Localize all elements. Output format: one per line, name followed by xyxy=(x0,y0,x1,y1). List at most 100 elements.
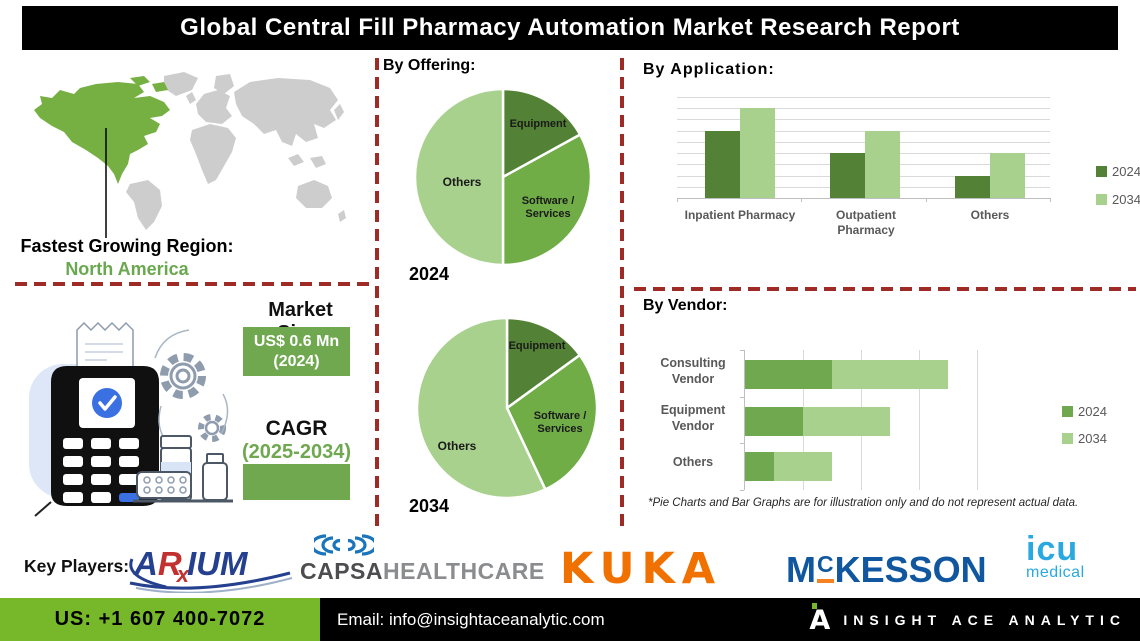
vendor-bar-chart xyxy=(740,350,978,491)
logo-arxium: ARxIUM xyxy=(126,543,296,593)
bar-inpatient-pharmacy-2024 xyxy=(705,130,740,198)
pie-slice-others xyxy=(415,316,547,500)
pie-label-equipment: Equipment xyxy=(509,118,567,130)
axis-tick xyxy=(677,198,678,202)
pie-label-others: Others xyxy=(437,439,477,453)
pie-2024-caption: 2024 xyxy=(409,264,450,284)
pie-slice-others xyxy=(413,87,505,267)
x-axis xyxy=(677,198,1050,199)
axis-tick xyxy=(740,350,744,351)
pharmacy-automation-illustration xyxy=(29,321,233,517)
bar-consulting-vendor-2034 xyxy=(832,360,948,389)
icu-medical-text: medical xyxy=(1026,564,1085,581)
bar-equipment-vendor-2024 xyxy=(745,407,803,436)
gridline xyxy=(977,350,978,490)
legend-swatch-2024 xyxy=(1062,406,1073,417)
legend-label-2034: 2034 xyxy=(1112,192,1140,207)
pie-2034-caption: 2034 xyxy=(409,496,450,516)
fastest-region-caption: Fastest Growing Region: North America xyxy=(12,236,242,280)
pie-label-equipment: Equipment xyxy=(508,340,566,352)
pie-2024-svg xyxy=(413,87,593,267)
gridline xyxy=(919,350,920,490)
insight-ace-brand-name: INSIGHT ACE ANALYTIC xyxy=(843,611,1126,628)
logo-kuka: KUKA xyxy=(560,544,723,594)
legend-swatch-2034 xyxy=(1096,194,1107,205)
gridline xyxy=(677,130,1050,132)
mckesson-rest: KESSON xyxy=(834,549,987,590)
section-title-offering: By Offering: xyxy=(383,57,476,74)
arxium-x: x xyxy=(176,562,189,587)
application-category-inpatient: Inpatient Pharmacy xyxy=(684,208,796,222)
map-north-america-highlight xyxy=(34,76,170,184)
bar-inpatient-pharmacy-2034 xyxy=(740,108,775,198)
legend-swatch-2024 xyxy=(1096,166,1107,177)
pie-slice-software-services xyxy=(505,353,599,492)
application-category-others: Others xyxy=(970,208,1010,222)
map-continents-gray xyxy=(126,72,346,230)
capsa-wordmark: CAPSAHEALTHCARE xyxy=(300,558,545,585)
gridline xyxy=(677,141,1050,143)
gridline xyxy=(677,119,1050,121)
pos-terminal-icon xyxy=(34,366,159,517)
phone-badge: US: +1 607 400-7072 xyxy=(0,598,320,641)
bar-others-2024 xyxy=(745,452,774,481)
arxium-r: R xyxy=(157,545,182,582)
gridline xyxy=(677,108,1050,110)
divider-dashed-right xyxy=(634,287,1136,291)
bar-others-2034 xyxy=(990,153,1025,198)
logo-icu-medical: icu medical xyxy=(1026,530,1104,581)
legend-item-2034: 2034 xyxy=(1096,192,1140,207)
divider-dashed-vertical-1 xyxy=(375,58,379,532)
capsa-text: CAPSA xyxy=(300,558,384,584)
vendor-category-consulting: Consulting Vendor xyxy=(660,356,726,386)
icu-text: icu xyxy=(1026,530,1079,568)
email-text: Email: info@insightaceanalytic.com xyxy=(337,609,605,629)
gear-icon xyxy=(154,329,229,443)
world-map xyxy=(34,72,346,238)
bar-outpatient-pharmacy-2034 xyxy=(865,130,900,198)
axis-tick xyxy=(740,396,744,398)
legend-label-2024: 2024 xyxy=(1078,404,1107,419)
medicine-icons xyxy=(133,435,233,503)
legend-label-2024: 2024 xyxy=(1112,164,1140,179)
axis-tick xyxy=(801,198,803,202)
key-players-label: Key Players: xyxy=(24,556,130,576)
insight-ace-logo-icon: A xyxy=(809,602,831,636)
vendor-category-equipment: Equipment Vendor xyxy=(660,403,726,433)
pie-chart-2034: Equipment Software / Services Others xyxy=(415,316,599,500)
legend-swatch-2034 xyxy=(1062,433,1073,444)
legend-item-2024: 2024 xyxy=(1062,404,1107,419)
gridline xyxy=(677,97,1050,98)
application-category-outpatient: Outpatient Pharmacy xyxy=(836,208,896,237)
pie-slice-equipment xyxy=(505,316,582,411)
pie-chart-2024: Equipment Software / Services Others xyxy=(413,87,593,267)
section-title-application: By Application: xyxy=(643,61,775,78)
bar-others-2024 xyxy=(955,175,990,198)
pie-2034-svg xyxy=(415,316,599,500)
axis-tick xyxy=(1050,198,1051,202)
market-size-value-box: US$ 0.6 Mn (2024) xyxy=(243,327,350,376)
cagr-period: (2025-2034) xyxy=(242,441,351,463)
vendor-category-others: Others xyxy=(672,455,714,469)
market-size-year: (2024) xyxy=(273,352,320,370)
pie-label-software-services: Software / Services xyxy=(521,195,575,220)
mckesson-m: M xyxy=(786,549,816,590)
title-bar: Global Central Fill Pharmacy Automation … xyxy=(22,6,1118,50)
arxium-ium: IUM xyxy=(186,545,248,582)
insight-ace-brand: A INSIGHT ACE ANALYTIC xyxy=(809,598,1126,641)
pie-slice-software-services xyxy=(501,132,593,267)
fastest-region-value: North America xyxy=(65,259,189,279)
arxium-a: A xyxy=(134,545,158,582)
application-bar-chart xyxy=(677,97,1051,202)
divider-dashed-left xyxy=(15,282,370,286)
capsa-brackets-icon xyxy=(314,534,374,556)
pie-slice-equipment xyxy=(501,87,582,180)
arxium-wordmark: ARxIUM xyxy=(134,545,247,588)
footer-bar: US: +1 607 400-7072 Email: info@insighta… xyxy=(0,598,1140,641)
axis-tick xyxy=(740,443,744,445)
logo-capsa-healthcare: CAPSAHEALTHCARE xyxy=(300,534,544,586)
cagr-value-box xyxy=(243,464,350,500)
legend-item-2034: 2034 xyxy=(1062,431,1107,446)
axis-tick xyxy=(740,490,744,491)
